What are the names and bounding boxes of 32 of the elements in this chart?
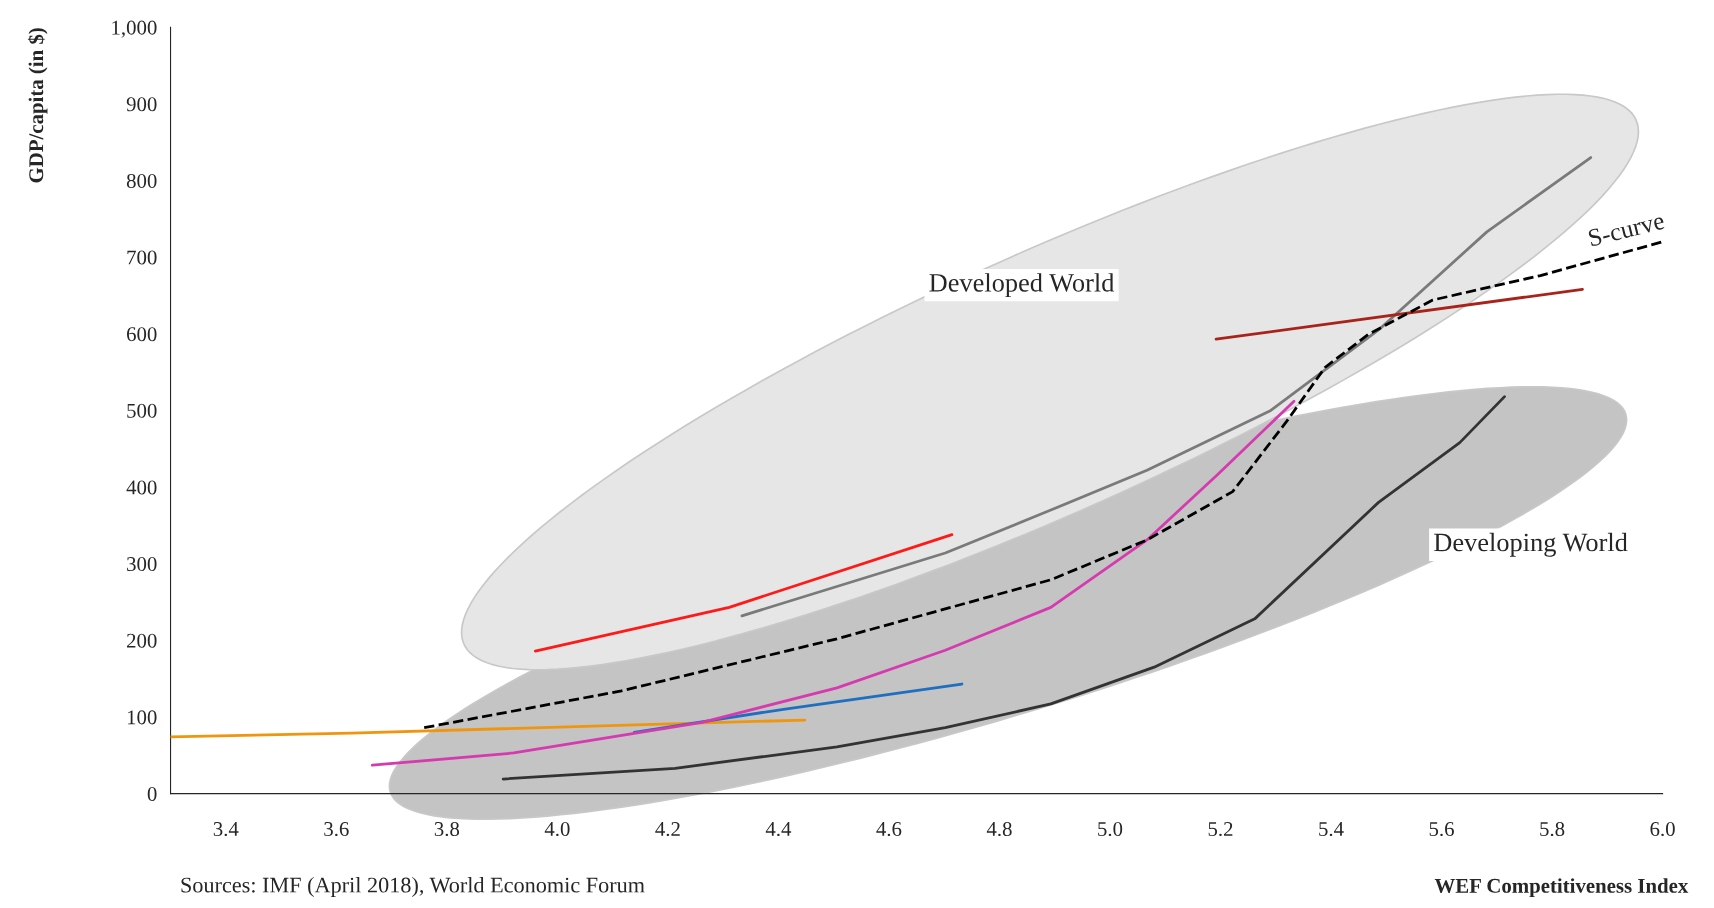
y-axis-title: GDP/capita (in $) [27, 28, 48, 183]
x-tick-label: 4.8 [986, 821, 1012, 837]
y-tick-label: 100 [127, 710, 157, 725]
annotation: S-curve [1587, 212, 1665, 247]
y-tick-label: 0 [147, 786, 157, 802]
line-series [370, 399, 1296, 767]
x-tick-label: 5.0 [1098, 821, 1123, 837]
y-tick-label: 700 [127, 250, 157, 265]
x-tick-label: 3.8 [434, 821, 460, 837]
x-tick-label: 5.4 [1319, 822, 1344, 837]
source-note: Sources: IMF (April 2018), World Economic Forum [181, 876, 645, 898]
y-tick-label: 1,000 [112, 20, 157, 38]
x-tick-label: 4.0 [544, 821, 570, 837]
x-tick-label: 5.6 [1429, 822, 1454, 837]
x-axis-title: WEF Competitiveness Index [1434, 878, 1689, 898]
x-tick-label: 3.4 [213, 822, 239, 837]
x-tick-label: 4.4 [765, 822, 792, 837]
x-tick-label: 5.2 [1208, 822, 1233, 837]
y-tick-label: 400 [126, 480, 157, 495]
x-tick-label: 3.6 [324, 822, 349, 837]
y-tick-label: 300 [127, 557, 157, 572]
y-tick-label: 900 [126, 97, 157, 112]
y-tick-label: 800 [126, 173, 157, 188]
x-tick-label: 4.2 [655, 822, 680, 837]
y-tick-label: 500 [127, 403, 157, 418]
y-tick-label: 600 [126, 327, 157, 342]
x-tick-label: 5.8 [1540, 821, 1565, 837]
annotation: Developed World [929, 273, 1115, 298]
annotation: Developing World [1434, 532, 1628, 557]
x-tick-label: 4.6 [876, 822, 902, 837]
x-tick-label: 6.0 [1650, 821, 1675, 837]
y-tick-label: 200 [127, 633, 157, 648]
